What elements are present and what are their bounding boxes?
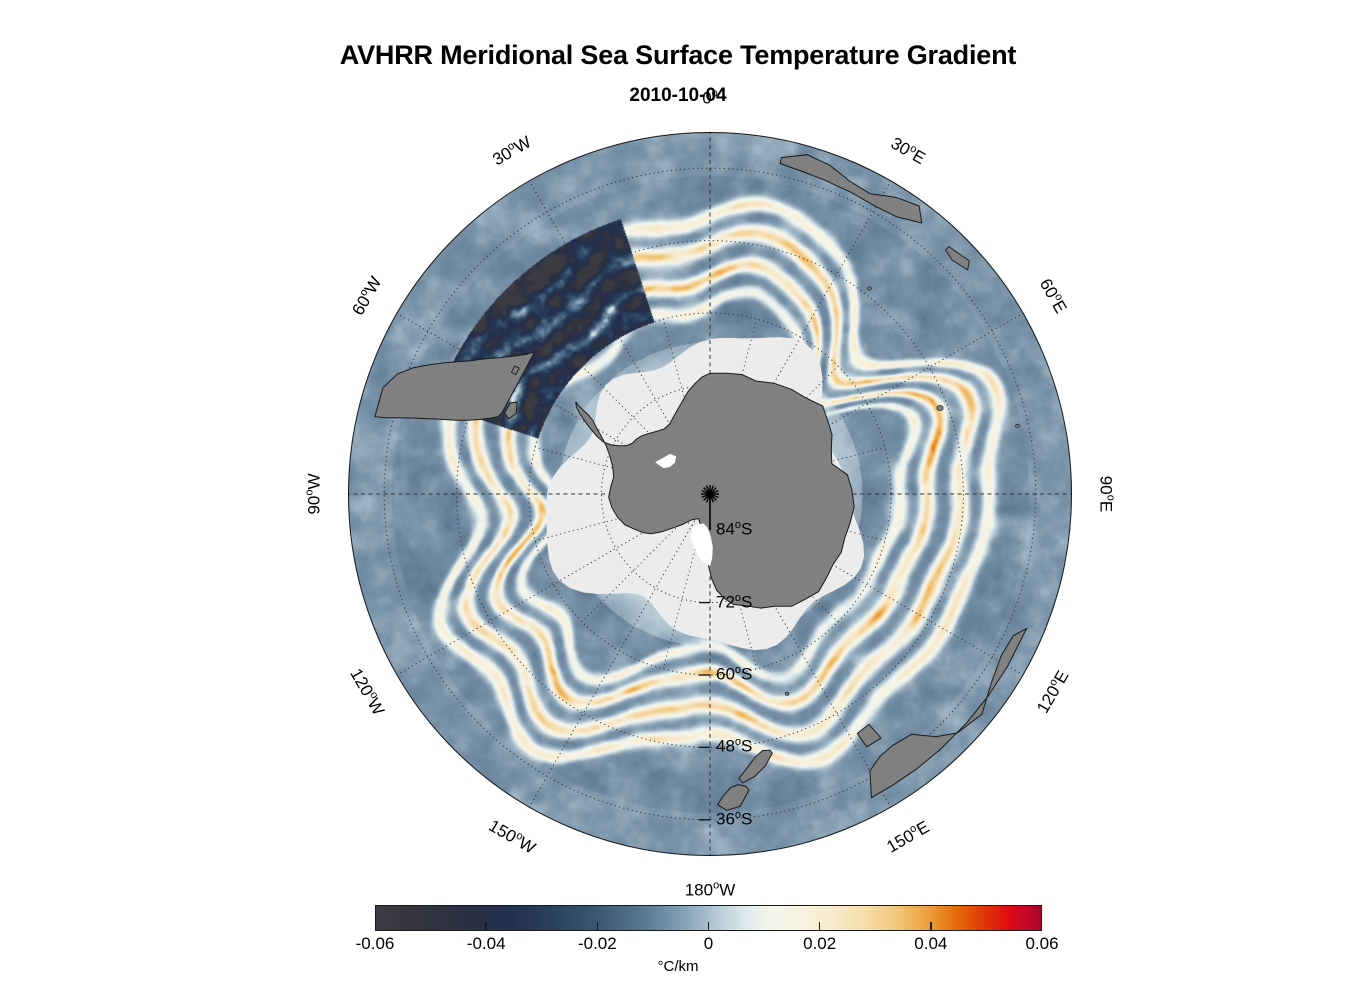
page-subtitle: 2010-10-04 bbox=[629, 85, 727, 106]
colorbar-tick bbox=[707, 922, 710, 931]
colorbar-tick-label: -0.04 bbox=[466, 934, 506, 953]
lon-label-0: 0o bbox=[702, 87, 718, 108]
colorbar-tick bbox=[818, 922, 821, 931]
lat-label-48S: 48oS bbox=[716, 736, 753, 757]
colorbar-tick-label: 0 bbox=[703, 934, 714, 953]
landmasses bbox=[374, 154, 1028, 811]
lon-label-180W: 180oW bbox=[684, 879, 736, 900]
lat-label-60S: 60oS bbox=[716, 664, 753, 684]
lon-label-90E: 90oE bbox=[1096, 475, 1117, 513]
lat-label-84S: 84oS bbox=[716, 519, 753, 539]
south-pole-marker bbox=[701, 485, 719, 531]
graticule bbox=[348, 132, 1072, 856]
polar-map bbox=[348, 132, 1072, 856]
colorbar-tick-label: 0.04 bbox=[914, 934, 948, 953]
map-geometry bbox=[348, 132, 1072, 856]
page-title: AVHRR Meridional Sea Surface Temperature… bbox=[339, 40, 1017, 70]
colorbar-tick-label: -0.06 bbox=[355, 934, 395, 953]
map-disc bbox=[348, 132, 1072, 856]
lat-label-72S: 72oS bbox=[716, 591, 753, 612]
colorbar-tick bbox=[930, 922, 932, 931]
colorbar-tick bbox=[596, 922, 599, 931]
colorbar-tick-label: -0.02 bbox=[577, 934, 617, 953]
colorbar[interactable] bbox=[375, 905, 1042, 931]
lat-label-36S: 36oS bbox=[716, 808, 753, 829]
colorbar-tick bbox=[485, 922, 487, 931]
lon-label-90W: 90oW bbox=[303, 473, 324, 515]
colorbar-tick-label: 0.02 bbox=[803, 934, 837, 953]
colorbar-tick-label: 0.06 bbox=[1025, 934, 1059, 953]
colorbar-unit-label: °C/km bbox=[657, 958, 699, 975]
